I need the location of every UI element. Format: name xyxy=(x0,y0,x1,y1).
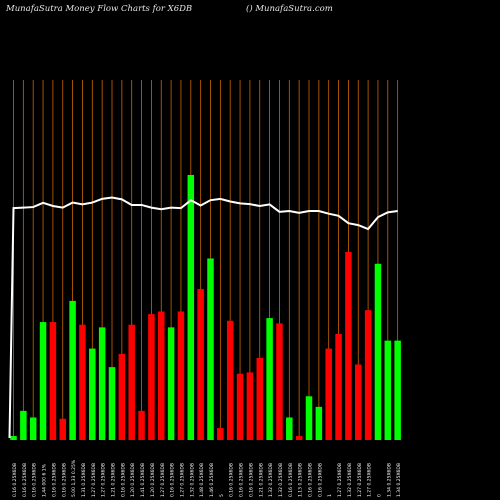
tick-label: 1.13 0.25X6DB xyxy=(298,463,304,497)
bar xyxy=(89,348,96,440)
tick-label: 0.16 0.25X6DB xyxy=(12,463,18,497)
bars xyxy=(10,175,401,440)
bar xyxy=(246,372,254,440)
tick-label: 1.41 0.25X6DB xyxy=(140,463,146,497)
tick-label: 1.27 0.25X6DB xyxy=(357,463,363,497)
bar xyxy=(355,364,362,440)
bar xyxy=(305,396,313,440)
bar xyxy=(148,314,155,440)
bar xyxy=(167,327,175,440)
tick-label: 1.27 0.25X6DB xyxy=(101,463,107,497)
tick-label: 1.27 0.25X6DB xyxy=(91,463,97,497)
tick-label: 1.34 0.25X6DB xyxy=(396,463,402,497)
bar xyxy=(207,258,214,440)
bar xyxy=(177,311,185,440)
bar xyxy=(10,436,17,440)
bar xyxy=(295,436,303,440)
bar xyxy=(335,334,342,440)
tick-label: 0.16 0.25X6DB xyxy=(120,463,126,497)
bar xyxy=(276,323,283,440)
bar xyxy=(59,418,66,440)
tick-label: 1.31 0.25X6DB xyxy=(81,463,87,497)
tick-label: 1.27 0.25X6DB xyxy=(337,463,343,497)
bar xyxy=(118,353,126,440)
tick-label: 0.16 0.25X6DB xyxy=(229,463,235,497)
tick-label: 1.27 0.25X6DB xyxy=(179,463,185,497)
tick-label: 0 xyxy=(376,494,382,497)
bar xyxy=(197,288,204,440)
bar xyxy=(394,340,401,440)
bar xyxy=(266,318,273,440)
tick-label: 1.34 0.25X6DB xyxy=(386,463,392,497)
bar xyxy=(128,324,135,440)
tick-label: 0.16 0.25X6DB xyxy=(22,463,28,497)
chart-title: MunafaSutra Money Flow Charts for X6DB xyxy=(6,4,193,14)
tick-label: 1.32 0.25X6DB xyxy=(189,463,195,497)
site-credit: () MunafaSutra.com xyxy=(246,4,333,14)
money-flow-line xyxy=(8,196,398,439)
bar xyxy=(256,357,263,440)
tick-label: 0.16 0.25X6DB xyxy=(248,463,254,497)
tick-label: 0.16 0.25X6DB xyxy=(32,463,38,497)
tick-label: 0.16 0.25X6DB xyxy=(51,463,57,497)
bar xyxy=(364,310,372,440)
bar xyxy=(108,367,116,440)
bar xyxy=(138,410,145,440)
bar xyxy=(325,348,332,440)
bar xyxy=(236,373,244,440)
tick-label: 1.27 0.25X6DB xyxy=(160,463,166,497)
bar xyxy=(69,300,76,440)
tick-label: 1.20 0.25X6DB xyxy=(150,463,156,497)
tick-label: 0.16 0.25X6DB xyxy=(317,463,323,497)
bar xyxy=(374,263,382,440)
tick-label: 1.20 0.25X6DB xyxy=(130,463,136,497)
tick-labels: 0.16 0.25X6DB 0.16 0.25X6DB 0.16 0.25X6DB 1… xyxy=(12,459,402,497)
tick-label: 0.16 0.25X6DB xyxy=(239,463,245,497)
tick-label: 5 xyxy=(219,494,225,497)
tick-label: 1.32 0.25X6DB xyxy=(278,463,284,497)
bar xyxy=(29,417,37,440)
tick-label: 1.48 0.25X6DB xyxy=(199,463,205,497)
bar xyxy=(20,410,27,440)
tick-label: 1.32 0.25X6DB xyxy=(268,463,274,497)
tick-label: 1.21 0.25X6DB xyxy=(111,463,117,497)
tick-label: 5.00 1,33 0.25% xyxy=(71,459,77,497)
bar xyxy=(187,175,195,440)
bar xyxy=(79,324,86,440)
tick-label: 0.16 0.25X6DB xyxy=(61,463,67,497)
bar xyxy=(226,320,234,440)
tick-label: 1.46 0.25X6DB xyxy=(209,463,215,497)
bar xyxy=(315,406,323,440)
bar xyxy=(286,417,293,440)
bar xyxy=(49,322,57,440)
tick-label: 1.21 0.25X6DB xyxy=(258,463,264,497)
tick-label: 0.16 0.25X6DB xyxy=(308,463,314,497)
bar xyxy=(384,340,392,440)
bar xyxy=(158,311,165,440)
tick-label: 1.27 0.25X6DB xyxy=(367,463,373,497)
line-layer xyxy=(8,196,398,439)
tick-label: 1.32 0.25X6DB xyxy=(347,463,353,497)
bar xyxy=(98,327,106,440)
tick-label: 1,44 000 6 1% xyxy=(42,463,48,497)
tick-label: 0.16 0.25X6DB xyxy=(288,463,294,497)
tick-label: 0.16 0.25X6DB xyxy=(170,463,176,497)
bar xyxy=(345,251,352,440)
tick-label: 1 xyxy=(327,494,333,497)
bar xyxy=(39,322,47,440)
bar xyxy=(217,428,224,440)
